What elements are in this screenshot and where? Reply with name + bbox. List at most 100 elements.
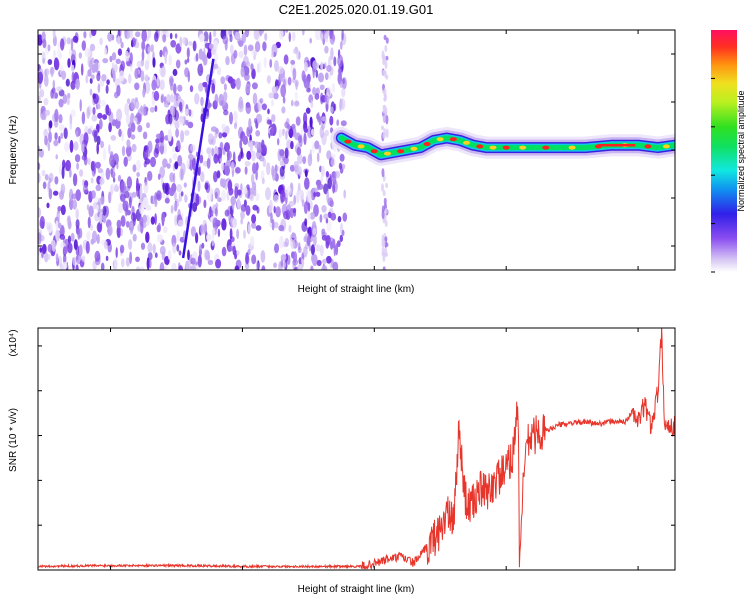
noise-speck bbox=[340, 120, 347, 127]
noise-speck bbox=[264, 32, 268, 42]
noise-speck bbox=[99, 37, 103, 46]
noise-speck bbox=[173, 116, 176, 126]
noise-speck bbox=[95, 184, 102, 192]
noise-speck bbox=[179, 101, 183, 112]
noise-speck bbox=[214, 127, 218, 139]
noise-speck bbox=[62, 94, 68, 104]
noise-speck bbox=[132, 164, 137, 173]
noise-speck bbox=[58, 114, 63, 124]
noise-speck bbox=[99, 212, 103, 224]
noise-speck bbox=[134, 99, 140, 110]
noise-speck bbox=[159, 166, 165, 179]
noise-speck bbox=[251, 150, 256, 162]
noise-speck bbox=[224, 165, 230, 176]
noise-speck bbox=[77, 228, 81, 240]
noise-speck bbox=[381, 125, 384, 131]
noise-speck bbox=[87, 157, 91, 166]
noise-speck bbox=[309, 116, 313, 128]
noise-speck bbox=[336, 240, 341, 248]
noise-speck bbox=[261, 177, 265, 185]
noise-speck bbox=[56, 86, 62, 92]
noise-speck bbox=[326, 64, 332, 73]
noise-speck bbox=[126, 98, 131, 104]
noise-speck bbox=[108, 122, 112, 133]
noise-speck bbox=[381, 242, 385, 247]
noise-speck bbox=[135, 256, 140, 263]
noise-speck bbox=[333, 56, 337, 67]
noise-speck bbox=[96, 104, 101, 110]
noise-speck bbox=[184, 129, 190, 136]
noise-speck bbox=[108, 144, 111, 155]
noise-speck bbox=[274, 60, 279, 72]
noise-speck bbox=[64, 246, 68, 255]
noise-speck bbox=[243, 44, 248, 56]
noise-speck bbox=[233, 110, 238, 122]
noise-speck bbox=[275, 206, 281, 218]
noise-speck bbox=[237, 154, 242, 162]
noise-speck bbox=[109, 55, 113, 63]
noise-speck bbox=[238, 40, 244, 47]
noise-speck bbox=[182, 36, 188, 45]
noise-speck bbox=[171, 182, 177, 193]
noise-speck bbox=[230, 161, 235, 172]
noise-speck bbox=[327, 211, 332, 218]
noise-speck bbox=[203, 249, 210, 261]
noise-speck bbox=[306, 227, 310, 234]
noise-speck bbox=[208, 43, 214, 50]
noise-speck bbox=[69, 118, 73, 131]
noise-speck bbox=[195, 232, 199, 244]
noise-speck bbox=[272, 169, 276, 181]
noise-speck bbox=[251, 254, 257, 265]
noise-speck bbox=[48, 131, 52, 143]
noise-speck bbox=[124, 50, 130, 62]
noise-speck bbox=[115, 247, 118, 259]
noise-speck bbox=[75, 255, 79, 261]
noise-speck bbox=[329, 175, 333, 184]
noise-speck bbox=[75, 264, 79, 270]
noise-speck bbox=[384, 44, 388, 53]
noise-speck bbox=[155, 133, 162, 139]
noise-speck bbox=[275, 85, 279, 93]
track-hotspot bbox=[344, 139, 352, 144]
noise-speck bbox=[72, 256, 77, 266]
noise-speck bbox=[227, 76, 234, 84]
noise-speck bbox=[215, 258, 222, 269]
noise-speck bbox=[223, 91, 228, 102]
noise-speck bbox=[156, 76, 160, 87]
noise-speck bbox=[261, 265, 266, 270]
noise-speck bbox=[297, 135, 302, 143]
noise-speck bbox=[381, 209, 385, 220]
noise-speck bbox=[142, 131, 148, 140]
noise-speck bbox=[381, 183, 384, 192]
noise-speck bbox=[159, 130, 164, 143]
noise-speck bbox=[199, 154, 204, 164]
noise-speck bbox=[203, 199, 207, 209]
noise-speck bbox=[293, 164, 299, 173]
noise-speck bbox=[203, 47, 206, 59]
noise-speck bbox=[325, 255, 332, 264]
noise-speck bbox=[130, 122, 136, 133]
noise-speck bbox=[242, 135, 249, 145]
noise-speck bbox=[215, 202, 219, 209]
noise-speck bbox=[152, 57, 156, 68]
noise-speck bbox=[321, 116, 327, 122]
noise-speck bbox=[274, 173, 279, 182]
noise-speck bbox=[269, 58, 273, 68]
noise-speck bbox=[263, 56, 267, 69]
noise-speck bbox=[180, 130, 185, 143]
noise-speck bbox=[316, 259, 322, 267]
noise-speck bbox=[163, 226, 168, 234]
noise-speck bbox=[55, 154, 58, 160]
noise-speck bbox=[253, 186, 257, 197]
noise-speck bbox=[267, 108, 270, 115]
noise-speck bbox=[229, 34, 233, 43]
noise-speck bbox=[330, 47, 334, 60]
noise-speck bbox=[38, 259, 41, 265]
noise-speck bbox=[141, 40, 146, 51]
noise-speck bbox=[171, 262, 177, 270]
noise-speck bbox=[75, 208, 79, 220]
noise-speck bbox=[232, 245, 236, 256]
noise-speck bbox=[339, 153, 345, 162]
noise-speck bbox=[126, 139, 131, 148]
noise-speck bbox=[303, 132, 307, 145]
